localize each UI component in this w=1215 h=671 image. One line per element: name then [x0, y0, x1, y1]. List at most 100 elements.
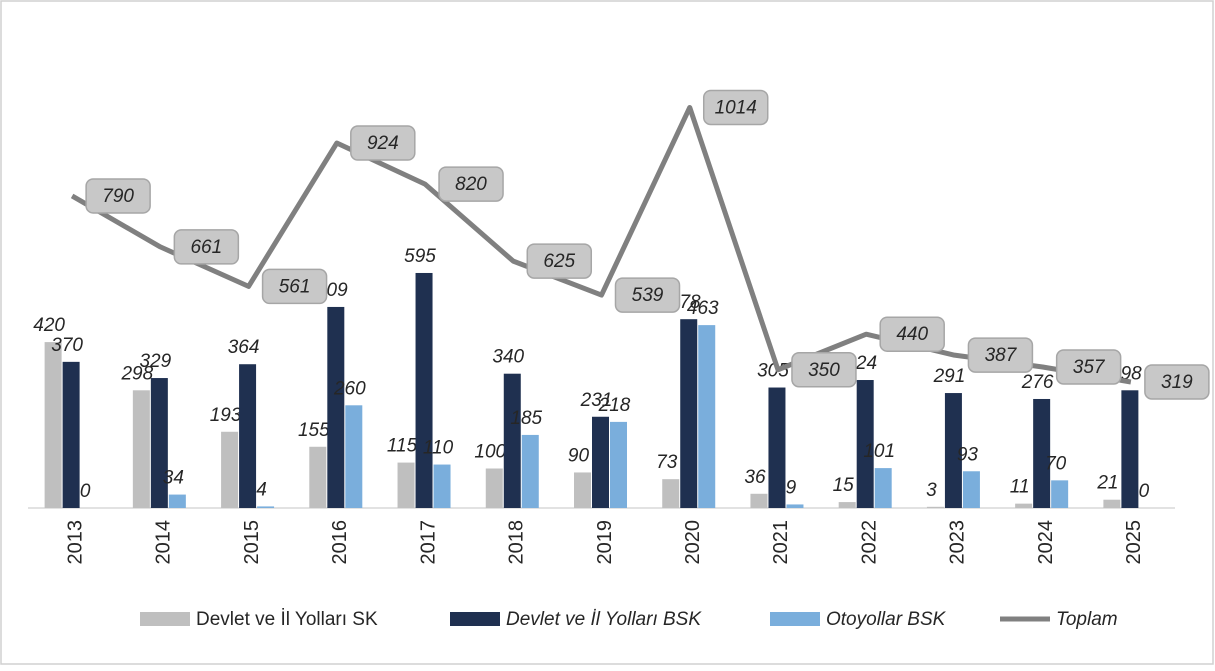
data-label-box: 661 — [173, 229, 240, 265]
data-label: 1014 — [715, 97, 757, 118]
data-label-box: 319 — [1144, 364, 1210, 400]
data-label: 36 — [744, 467, 766, 488]
data-label: 34 — [163, 468, 184, 489]
bar — [485, 468, 503, 508]
x-tick-label: 2023 — [947, 520, 969, 565]
data-label-box: 387 — [967, 337, 1034, 373]
bar — [926, 506, 944, 508]
data-label: 4 — [256, 479, 267, 500]
data-label: 305 — [757, 361, 789, 382]
label-box — [526, 243, 593, 279]
data-label: 70 — [1045, 453, 1067, 474]
data-label: 820 — [455, 174, 487, 195]
bar — [1051, 480, 1069, 508]
bar — [680, 319, 698, 508]
bar — [44, 342, 62, 508]
data-label: 90 — [568, 445, 590, 466]
bar — [1033, 398, 1051, 508]
x-tick-label: 2018 — [506, 520, 528, 565]
legend-swatch — [140, 612, 190, 626]
bar — [698, 325, 716, 508]
data-label: 3 — [926, 480, 937, 501]
label-box — [350, 125, 416, 161]
data-label: 276 — [1021, 372, 1054, 393]
data-label: 625 — [543, 251, 575, 272]
label-box — [879, 316, 945, 352]
data-label: 661 — [190, 237, 222, 258]
x-tick-label: 2013 — [64, 520, 86, 565]
data-label: 15 — [833, 475, 855, 496]
bar — [944, 393, 962, 508]
data-label-box: 625 — [526, 243, 593, 279]
x-tick-label: 2015 — [241, 520, 263, 565]
bar — [150, 378, 168, 508]
data-label: 9 — [786, 477, 797, 498]
label-box — [1144, 364, 1210, 400]
data-label: 340 — [492, 347, 524, 368]
bar — [309, 446, 327, 508]
legend-label: Devlet ve İl Yolları BSK — [506, 609, 702, 630]
data-label: 463 — [687, 298, 719, 319]
bar — [768, 387, 786, 508]
data-label: 0 — [1139, 481, 1150, 502]
legend-swatch — [770, 612, 820, 626]
label-box — [967, 337, 1034, 373]
data-label-box: 1014 — [702, 89, 769, 126]
data-label-box: 924 — [350, 125, 416, 161]
data-label-box: 790 — [85, 178, 151, 214]
data-label: 100 — [474, 442, 506, 463]
bar — [574, 472, 591, 508]
label-box — [1055, 349, 1122, 385]
bar — [221, 431, 239, 508]
data-label: 298 — [120, 363, 153, 384]
legend-label: Devlet ve İl Yolları SK — [196, 609, 378, 630]
x-tick-label: 2016 — [329, 520, 351, 565]
legend-swatch — [450, 612, 500, 626]
bar — [874, 468, 892, 508]
bar — [168, 494, 186, 508]
bar — [327, 306, 345, 508]
data-label: 561 — [279, 276, 311, 297]
data-label: 101 — [863, 441, 895, 462]
bar — [750, 493, 768, 508]
x-tick-label: 2020 — [682, 520, 704, 565]
data-label: 21 — [1096, 473, 1118, 494]
bar — [433, 464, 451, 508]
data-label: 539 — [632, 285, 664, 306]
x-tick-label: 2017 — [417, 520, 439, 565]
bar — [345, 405, 363, 508]
bar — [1121, 390, 1139, 508]
bar — [662, 479, 680, 508]
data-label: 595 — [404, 246, 436, 267]
data-label: 357 — [1073, 357, 1106, 378]
data-label: 924 — [367, 133, 399, 154]
data-label: 218 — [598, 395, 631, 416]
label-box — [791, 352, 857, 388]
bar — [1103, 499, 1121, 508]
x-tick-label: 2022 — [858, 520, 880, 565]
bar — [415, 272, 433, 508]
data-label: 387 — [985, 345, 1018, 366]
data-label: 73 — [656, 452, 678, 473]
bar — [62, 361, 80, 508]
bar — [239, 364, 257, 508]
label-box — [614, 277, 681, 313]
data-label: 155 — [298, 420, 330, 441]
data-label: 11 — [1010, 477, 1030, 498]
bar — [397, 462, 415, 508]
data-label: 185 — [510, 408, 542, 429]
data-label: 93 — [957, 444, 979, 465]
data-label: 420 — [33, 315, 65, 336]
bar — [610, 421, 627, 508]
data-label-box: 539 — [614, 277, 681, 313]
data-label-box: 357 — [1055, 349, 1122, 385]
bar — [962, 471, 980, 508]
label-box — [261, 268, 328, 305]
label-box — [702, 89, 769, 126]
legend-label: Toplam — [1056, 609, 1118, 630]
bar — [838, 502, 856, 508]
data-label: 291 — [933, 366, 966, 387]
bar — [132, 390, 150, 508]
